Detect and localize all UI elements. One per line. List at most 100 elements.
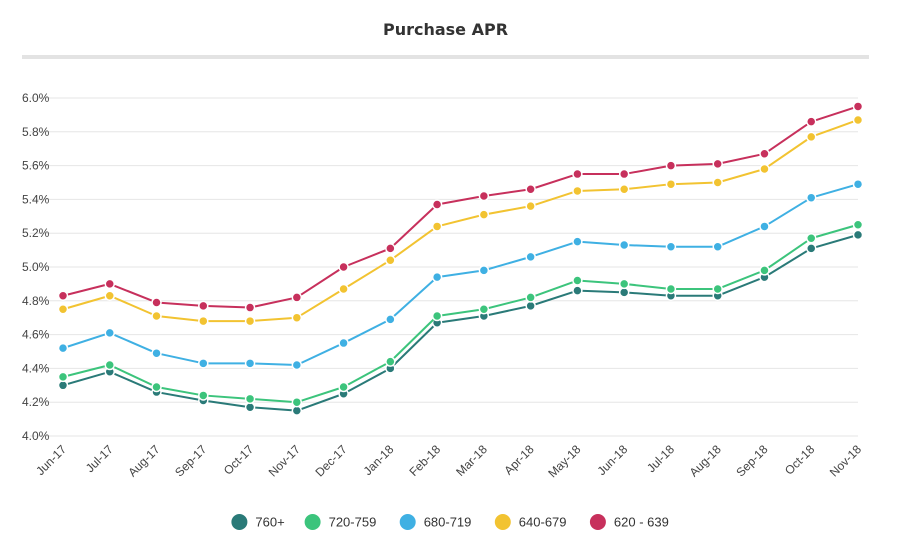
data-point bbox=[151, 310, 162, 322]
data-point bbox=[805, 233, 817, 244]
data-point bbox=[198, 358, 209, 369]
series-group bbox=[57, 114, 864, 327]
data-point bbox=[431, 310, 443, 322]
data-point bbox=[852, 114, 864, 126]
x-tick-label: Oct-17 bbox=[221, 442, 257, 478]
data-point bbox=[57, 371, 69, 383]
data-point bbox=[618, 184, 630, 195]
data-point bbox=[431, 271, 443, 283]
legend-marker bbox=[304, 514, 321, 530]
x-tick-label: Sep-18 bbox=[733, 442, 770, 479]
data-point bbox=[385, 254, 396, 266]
data-point bbox=[618, 239, 630, 251]
data-point bbox=[338, 261, 349, 273]
x-tick-label: Feb-18 bbox=[406, 442, 443, 479]
grid-layer bbox=[30, 97, 858, 437]
y-tick-label: 4.0% bbox=[22, 429, 50, 443]
legend-marker bbox=[589, 514, 606, 530]
data-point bbox=[759, 265, 770, 276]
x-tick-label: Jun-17 bbox=[33, 442, 69, 478]
chart-title: Purchase APR bbox=[382, 20, 509, 39]
x-tick-label: Aug-17 bbox=[125, 442, 162, 479]
data-point bbox=[852, 178, 864, 190]
x-tick-label: Jan-18 bbox=[361, 442, 397, 478]
data-point bbox=[385, 356, 396, 367]
data-point bbox=[385, 314, 396, 325]
data-point bbox=[104, 278, 116, 290]
data-point bbox=[852, 229, 864, 241]
y-tick-label: 4.4% bbox=[22, 361, 50, 375]
data-point bbox=[665, 160, 677, 171]
data-point bbox=[338, 283, 349, 295]
data-point bbox=[291, 405, 303, 416]
title-divider bbox=[22, 55, 869, 59]
data-point bbox=[57, 290, 69, 301]
y-tick-label: 4.6% bbox=[22, 328, 50, 342]
data-point bbox=[759, 148, 770, 160]
data-point bbox=[665, 178, 677, 190]
data-point bbox=[291, 292, 303, 303]
legend-label: 640-679 bbox=[519, 515, 567, 530]
x-tick-label: May-18 bbox=[545, 442, 583, 480]
data-point bbox=[244, 302, 256, 313]
data-point bbox=[805, 192, 817, 203]
data-point bbox=[104, 327, 116, 339]
data-point bbox=[852, 101, 864, 112]
data-point bbox=[759, 221, 770, 232]
data-point bbox=[805, 116, 817, 127]
legend-marker bbox=[399, 514, 416, 530]
x-tick-label: Nov-18 bbox=[827, 442, 864, 479]
series-group bbox=[57, 101, 864, 313]
y-tick-label: 5.8% bbox=[22, 125, 50, 139]
x-tick-label: Aug-18 bbox=[687, 442, 724, 479]
data-point bbox=[805, 131, 817, 143]
legend-marker bbox=[231, 514, 248, 530]
data-point bbox=[712, 241, 723, 252]
data-point bbox=[525, 200, 536, 212]
data-point bbox=[385, 243, 396, 254]
data-point bbox=[525, 300, 536, 312]
data-point bbox=[291, 359, 303, 371]
data-point bbox=[572, 275, 583, 286]
legend-item: 640-679 bbox=[494, 514, 567, 530]
x-tick-label: Oct-18 bbox=[782, 442, 818, 478]
legend-item: 620 - 639 bbox=[589, 514, 669, 530]
data-point bbox=[525, 251, 536, 263]
data-point bbox=[244, 358, 256, 369]
data-point bbox=[525, 184, 536, 195]
data-point bbox=[431, 199, 443, 210]
y-tick-label: 5.4% bbox=[22, 192, 50, 206]
data-point bbox=[291, 396, 303, 408]
data-point bbox=[618, 278, 630, 290]
data-point bbox=[244, 315, 256, 327]
data-point bbox=[665, 241, 677, 252]
data-point bbox=[478, 190, 490, 202]
data-point bbox=[712, 177, 723, 188]
series-group bbox=[57, 229, 864, 416]
data-point bbox=[57, 304, 69, 315]
data-point bbox=[57, 380, 69, 391]
series-line bbox=[62, 183, 859, 367]
legend-marker bbox=[494, 514, 511, 530]
series-layer bbox=[57, 101, 864, 416]
legend-label: 760+ bbox=[255, 515, 284, 530]
x-tick-label: Nov-17 bbox=[266, 442, 303, 479]
y-tick-label: 4.8% bbox=[22, 294, 50, 308]
y-tick-label: 4.2% bbox=[22, 395, 50, 409]
x-tick-label: Dec-17 bbox=[312, 442, 349, 479]
series-group bbox=[57, 219, 864, 408]
data-point bbox=[852, 219, 864, 230]
legend-label: 720-759 bbox=[329, 515, 377, 530]
data-point bbox=[198, 300, 209, 312]
data-point bbox=[151, 297, 162, 308]
x-tick-label: Mar-18 bbox=[453, 442, 490, 479]
data-point bbox=[478, 304, 490, 315]
y-tick-label: 5.2% bbox=[22, 226, 50, 240]
data-point bbox=[572, 168, 583, 180]
y-axis: 4.0% 4.2% 4.4% 4.6% 4.8% 5.0% 5.2% 5.4% 5.6% 5.8%… bbox=[22, 91, 50, 443]
data-point bbox=[478, 265, 490, 276]
data-point bbox=[572, 285, 583, 296]
data-point bbox=[338, 337, 349, 349]
